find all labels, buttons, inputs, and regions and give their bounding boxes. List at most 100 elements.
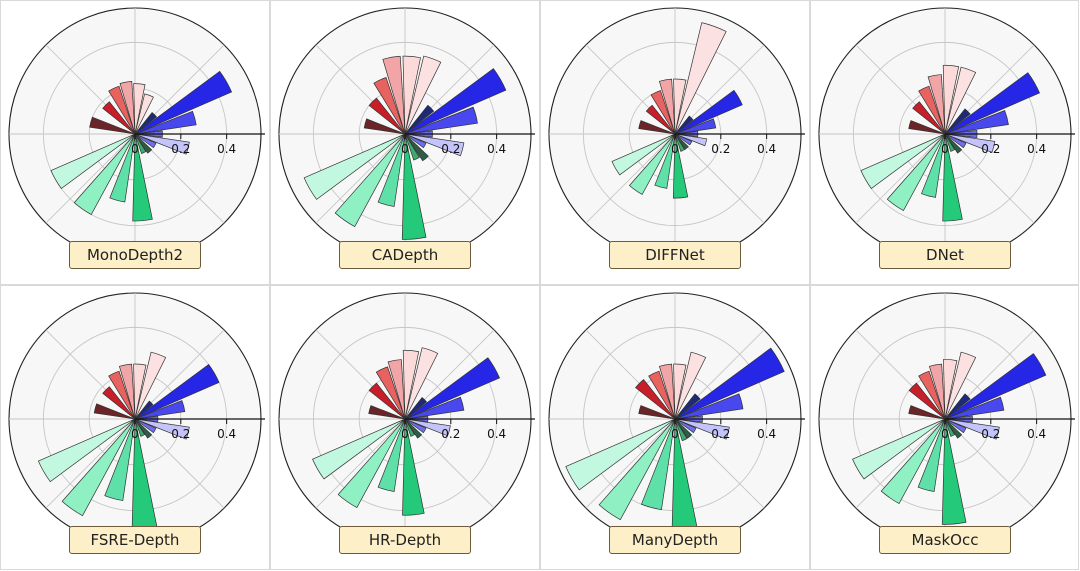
polar-bar: [134, 111, 158, 135]
polar-bar: [402, 55, 421, 135]
polar-bar: [134, 364, 220, 420]
polar-bar: [927, 74, 946, 135]
polar-bar: [674, 115, 694, 135]
polar-bar: [404, 418, 451, 437]
polar-bar: [674, 418, 693, 439]
polar-bar: [404, 133, 429, 162]
polar-bar: [674, 133, 686, 152]
polar-bar: [674, 22, 727, 135]
polar-bar: [368, 382, 406, 420]
polar-bar: [650, 90, 676, 135]
polar-bar: [368, 405, 406, 420]
polar-bar: [672, 133, 689, 199]
polar-bar: [944, 133, 967, 149]
polar-bar: [674, 118, 717, 135]
model-label: MaskOcc: [879, 526, 1011, 554]
polar-bar: [628, 133, 676, 195]
polar-chart: 0 0.2 0.4: [548, 292, 805, 546]
polar-bar: [880, 418, 946, 505]
grid-spoke: [855, 418, 946, 509]
tick-label: 0: [671, 427, 679, 441]
polar-bar: [50, 133, 136, 189]
polar-bar: [645, 104, 676, 135]
polar-bar: [908, 405, 946, 420]
polar-bar: [944, 133, 956, 152]
polar-bar: [134, 418, 146, 437]
polar-bar: [941, 418, 967, 525]
polar-bar: [108, 85, 136, 135]
model-label: CADepth: [339, 241, 471, 269]
grid-spoke: [855, 133, 946, 224]
polar-bar: [334, 133, 406, 228]
polar-bar: [382, 55, 406, 135]
polar-bar: [944, 418, 1000, 440]
tick-label: 0.2: [171, 142, 190, 156]
polar-bar: [912, 101, 946, 135]
polar-bar: [134, 133, 190, 155]
grid-spoke: [45, 418, 136, 509]
polar-bar: [942, 64, 960, 135]
polar-bar: [928, 363, 946, 420]
tick-label: 0: [401, 142, 409, 156]
polar-bar: [377, 418, 406, 492]
polar-bar: [363, 118, 406, 135]
polar-bar: [944, 418, 963, 439]
polar-bar: [674, 133, 689, 150]
polar-bar: [944, 108, 971, 135]
tick-label: 0.2: [441, 142, 460, 156]
tick-label: 0.4: [757, 142, 776, 156]
polar-bar: [673, 78, 687, 135]
polar-bar: [944, 396, 1005, 420]
polar-bar: [134, 418, 157, 434]
tick-label: 0: [941, 142, 949, 156]
tick-label: 0: [401, 427, 409, 441]
polar-bar: [944, 133, 996, 153]
tick-label: 0: [671, 142, 679, 156]
polar-bar: [648, 370, 676, 420]
polar-bar: [640, 418, 676, 511]
polar-bar: [132, 133, 153, 222]
chart-panel: 0 0.2 0.4 HR-Depth: [270, 285, 540, 570]
polar-bar: [918, 370, 946, 420]
model-label: MonoDepth2: [69, 241, 201, 269]
polar-bar: [402, 349, 420, 420]
polar-bar: [404, 418, 427, 434]
polar-bar: [674, 393, 701, 420]
polar-bar: [942, 133, 963, 222]
polar-bar: [312, 418, 406, 480]
polar-bar: [404, 55, 442, 135]
polar-bar: [404, 347, 439, 420]
polar-bar: [377, 133, 406, 207]
polar-bar: [368, 97, 406, 135]
tick-label: 0.2: [441, 427, 460, 441]
polar-bar: [944, 418, 967, 434]
polar-bar: [134, 70, 233, 135]
grid-spoke: [45, 133, 136, 224]
chart-panel: 0 0.2 0.4 CADepth: [270, 0, 540, 285]
polar-bar: [944, 72, 1041, 135]
chart-panel: 0 0.2 0.4 MonoDepth2: [0, 0, 270, 285]
polar-chart: 0 0.2 0.4: [818, 292, 1075, 546]
polar-bar: [134, 418, 190, 440]
polar-bar: [944, 133, 963, 154]
polar-bar: [404, 133, 427, 149]
model-label: DIFFNet: [609, 241, 741, 269]
model-label: FSRE-Depth: [69, 526, 201, 554]
grid-spoke: [585, 133, 676, 224]
chart-panel: 0 0.2 0.4 MaskOcc: [810, 285, 1079, 570]
polar-bar: [917, 418, 946, 492]
polar-bar: [134, 133, 147, 154]
polar-bar: [134, 110, 197, 135]
polar-bar: [852, 418, 946, 480]
tick-label: 0.2: [981, 427, 1000, 441]
polar-bar: [93, 403, 136, 420]
grid-spoke: [315, 418, 406, 509]
polar-bar: [674, 347, 785, 420]
polar-bar: [658, 78, 676, 135]
chart-panel: 0 0.2 0.4 FSRE-Depth: [0, 285, 270, 570]
tick-label: 0.4: [757, 427, 776, 441]
grid-spoke: [315, 133, 406, 224]
polar-bar: [674, 89, 743, 135]
polar-bar: [119, 81, 136, 135]
polar-bar: [674, 418, 697, 434]
